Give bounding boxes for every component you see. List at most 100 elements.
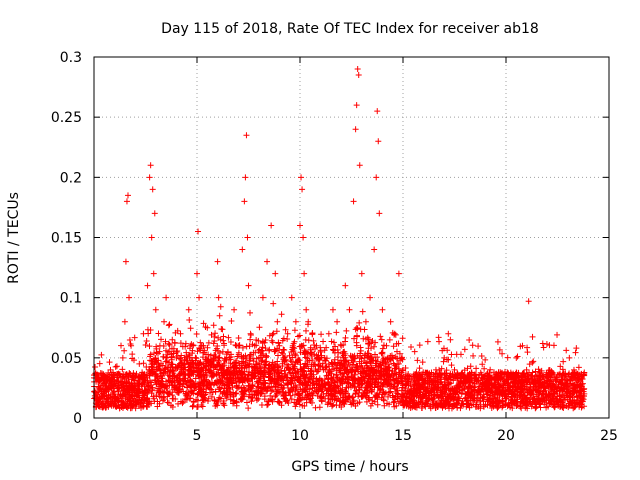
data-point <box>244 234 251 241</box>
x-tick-label: 10 <box>291 428 309 444</box>
data-point <box>400 366 406 373</box>
data-point <box>334 318 341 325</box>
data-point <box>321 354 328 361</box>
data-point <box>451 366 458 373</box>
x-tick-label: 15 <box>394 428 412 444</box>
data-point <box>103 388 110 395</box>
data-point <box>152 306 159 313</box>
data-point <box>231 306 238 313</box>
data-point <box>299 186 306 193</box>
data-point <box>196 294 203 301</box>
data-point <box>379 306 386 313</box>
y-tick-label: 0.1 <box>60 291 82 307</box>
data-point <box>346 306 353 313</box>
data-point <box>556 378 563 385</box>
data-point <box>259 294 266 301</box>
data-point <box>353 102 360 109</box>
data-point <box>115 378 122 385</box>
data-point <box>122 258 129 265</box>
data-point <box>111 381 118 388</box>
data-point <box>239 246 246 253</box>
data-point <box>150 270 157 277</box>
data-point <box>352 126 359 133</box>
data-point <box>148 234 155 241</box>
data-point <box>416 384 423 391</box>
data-point <box>144 282 151 289</box>
y-tick-label: 0.15 <box>51 231 82 247</box>
data-point <box>457 378 464 385</box>
data-point <box>140 330 147 337</box>
data-point <box>503 378 509 385</box>
dense-roti-band <box>91 303 588 412</box>
data-point <box>577 378 584 385</box>
data-point <box>270 300 277 307</box>
data-point <box>391 330 398 337</box>
data-point <box>550 390 557 397</box>
data-point <box>309 330 316 337</box>
y-axis-label: ROTI / TECUs <box>6 192 22 284</box>
data-point <box>123 198 130 205</box>
data-point <box>274 318 281 325</box>
data-point <box>376 210 383 217</box>
data-point <box>305 318 312 325</box>
data-point <box>373 174 380 181</box>
data-point <box>300 234 307 241</box>
data-point <box>185 306 192 313</box>
x-axis-label: GPS time / hours <box>291 459 408 475</box>
data-point <box>410 372 417 379</box>
data-point <box>151 210 158 217</box>
data-point <box>280 354 287 361</box>
data-point <box>461 384 468 391</box>
data-point <box>355 72 362 79</box>
data-point <box>165 348 172 355</box>
y-tick-label: 0.05 <box>51 351 82 367</box>
data-point <box>482 381 489 388</box>
data-point <box>535 384 542 391</box>
data-point <box>362 318 369 325</box>
data-point <box>210 354 217 361</box>
data-point <box>313 342 320 349</box>
data-point <box>224 348 231 355</box>
data-point <box>350 198 357 205</box>
data-point <box>426 381 433 388</box>
data-point <box>235 342 242 349</box>
data-point <box>95 378 102 385</box>
x-tick-label: 5 <box>193 428 202 444</box>
data-point <box>525 298 532 305</box>
data-point <box>241 198 248 205</box>
chart-title: Day 115 of 2018, Rate Of TEC Index for r… <box>161 21 539 37</box>
data-point <box>298 174 305 181</box>
data-point <box>167 366 174 373</box>
data-point <box>99 393 106 400</box>
dense-point-cloud <box>91 303 588 412</box>
data-point <box>581 390 588 397</box>
data-point <box>107 366 114 373</box>
data-point <box>121 318 128 325</box>
data-point <box>220 360 227 367</box>
data-points <box>93 66 588 400</box>
data-point <box>342 282 349 289</box>
data-point <box>214 258 221 265</box>
y-tick-label: 0.25 <box>51 110 82 126</box>
data-point <box>338 342 345 349</box>
data-point <box>163 294 170 301</box>
data-point <box>243 132 250 139</box>
data-point <box>447 336 454 343</box>
data-point <box>494 390 501 397</box>
y-tick-label: 0.3 <box>60 50 82 66</box>
data-point <box>215 294 222 301</box>
data-point <box>544 372 551 379</box>
data-point <box>395 270 402 277</box>
data-point <box>354 66 361 73</box>
data-point <box>387 318 394 325</box>
data-point <box>194 270 200 277</box>
data-point <box>101 372 108 379</box>
data-point <box>297 222 303 229</box>
data-point <box>288 294 295 301</box>
data-point <box>247 330 254 337</box>
data-point <box>329 306 336 313</box>
data-point <box>255 354 262 361</box>
data-point <box>371 246 378 253</box>
data-point <box>146 174 153 181</box>
data-point <box>325 330 332 337</box>
